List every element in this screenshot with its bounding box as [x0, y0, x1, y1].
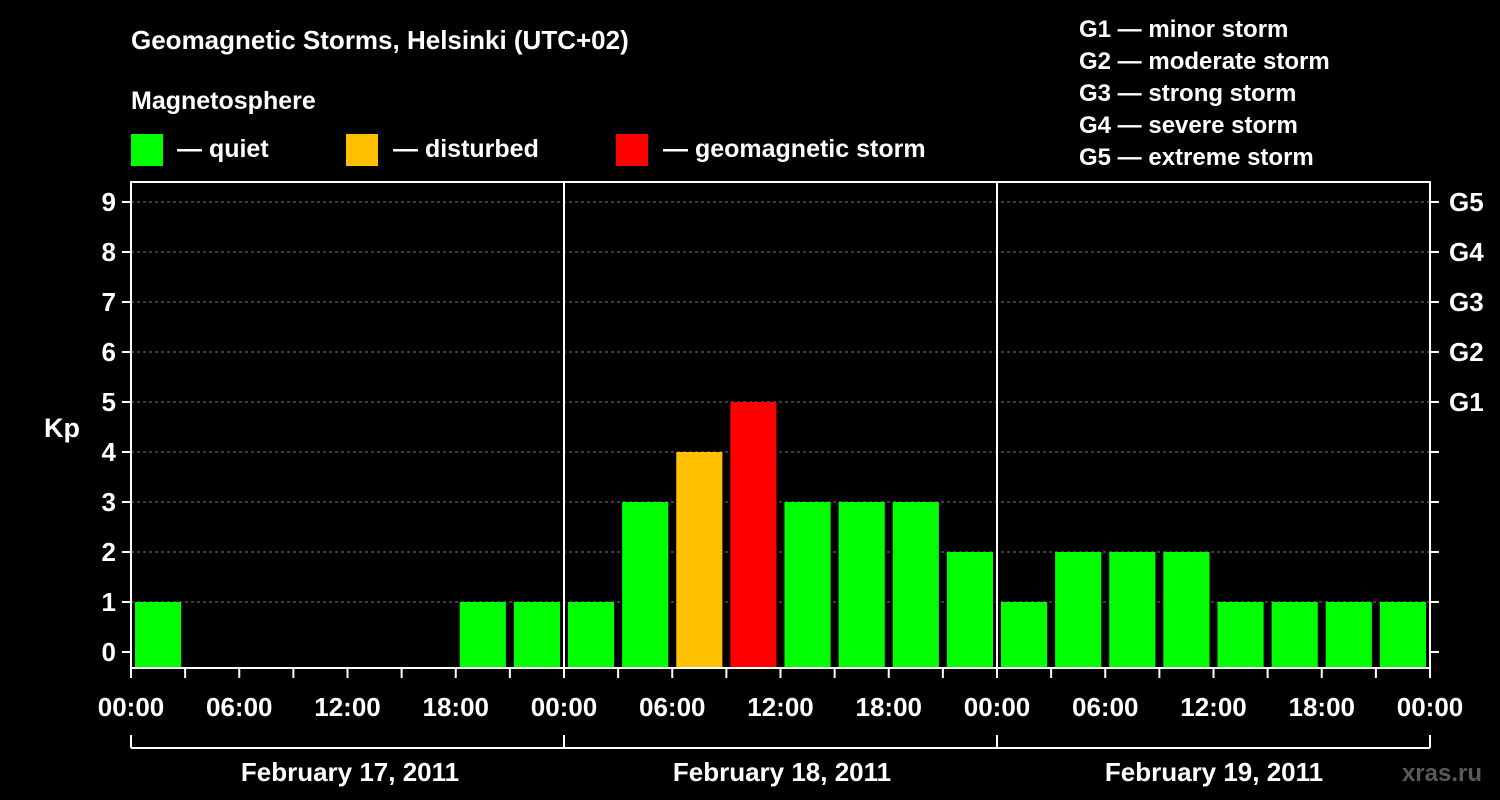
- legend-swatch-quiet: [131, 134, 163, 166]
- x-tick-label-11: 18:00: [1289, 692, 1356, 722]
- bar-17: [1055, 552, 1102, 668]
- y-tick-label-6: 6: [102, 337, 116, 367]
- x-tick-label-12: 00:00: [1397, 692, 1464, 722]
- bar-12: [784, 502, 831, 668]
- bar-20: [1217, 602, 1264, 668]
- y-tick-label-4: 4: [102, 437, 117, 467]
- plot-frame: [130, 181, 1431, 669]
- y-tick-label-3: 3: [102, 487, 116, 517]
- legend-label-disturbed: — disturbed: [393, 135, 539, 163]
- bar-23: [1379, 602, 1426, 668]
- right-tick-label-g1: G1: [1449, 387, 1484, 417]
- x-tick-label-0: 00:00: [98, 692, 165, 722]
- y-axis-label: Kp: [44, 413, 80, 443]
- bar-10: [676, 452, 723, 668]
- bar-19: [1163, 552, 1210, 668]
- x-tick-label-7: 18:00: [856, 692, 923, 722]
- bar-8: [568, 602, 615, 668]
- legend-swatch-storm: [616, 134, 648, 166]
- bar-9: [622, 502, 669, 668]
- bar-16: [1001, 602, 1048, 668]
- x-tick-label-10: 12:00: [1180, 692, 1247, 722]
- watermark: xras.ru: [1402, 760, 1482, 787]
- bar-7: [513, 602, 560, 668]
- bar-6: [459, 602, 506, 668]
- bar-13: [838, 502, 885, 668]
- chart-title: Geomagnetic Storms, Helsinki (UTC+02): [131, 25, 629, 55]
- y-tick-label-0: 0: [102, 637, 116, 667]
- bar-14: [892, 502, 939, 668]
- right-tick-label-g5: G5: [1449, 187, 1484, 217]
- x-tick-label-4: 00:00: [531, 692, 598, 722]
- bar-11: [730, 402, 777, 668]
- storm-scale-g4: G4 — severe storm: [1079, 112, 1298, 139]
- x-tick-label-8: 00:00: [964, 692, 1031, 722]
- legend-heading: Magnetosphere: [131, 87, 316, 115]
- x-tick-label-6: 12:00: [747, 692, 814, 722]
- storm-scale-g5: G5 — extreme storm: [1079, 144, 1314, 171]
- x-tick-label-1: 06:00: [206, 692, 273, 722]
- x-tick-label-3: 18:00: [423, 692, 490, 722]
- date-label-2: February 18, 2011: [673, 757, 891, 787]
- storm-scale-g2: G2 — moderate storm: [1079, 48, 1330, 75]
- date-label-1: February 17, 2011: [241, 757, 459, 787]
- y-tick-label-1: 1: [102, 587, 116, 617]
- date-label-3: February 19, 2011: [1105, 757, 1323, 787]
- y-tick-label-5: 5: [102, 387, 116, 417]
- legend-label-quiet: — quiet: [177, 135, 269, 163]
- right-tick-label-g2: G2: [1449, 337, 1484, 367]
- y-tick-label-2: 2: [102, 537, 116, 567]
- bar-18: [1109, 552, 1156, 668]
- x-tick-label-9: 06:00: [1072, 692, 1139, 722]
- bar-15: [946, 552, 993, 668]
- storm-scale-g3: G3 — strong storm: [1079, 80, 1296, 107]
- x-tick-label-2: 12:00: [314, 692, 381, 722]
- right-tick-label-g4: G4: [1449, 237, 1484, 267]
- y-tick-label-7: 7: [102, 287, 116, 317]
- y-tick-label-8: 8: [102, 237, 116, 267]
- x-tick-label-5: 06:00: [639, 692, 706, 722]
- storm-scale-g1: G1 — minor storm: [1079, 16, 1288, 43]
- bar-0: [135, 602, 182, 668]
- y-tick-label-9: 9: [102, 187, 116, 217]
- legend-swatch-disturbed: [346, 134, 378, 166]
- legend-label-storm: — geomagnetic storm: [663, 135, 926, 163]
- bar-22: [1325, 602, 1372, 668]
- right-tick-label-g3: G3: [1449, 287, 1484, 317]
- bar-21: [1271, 602, 1318, 668]
